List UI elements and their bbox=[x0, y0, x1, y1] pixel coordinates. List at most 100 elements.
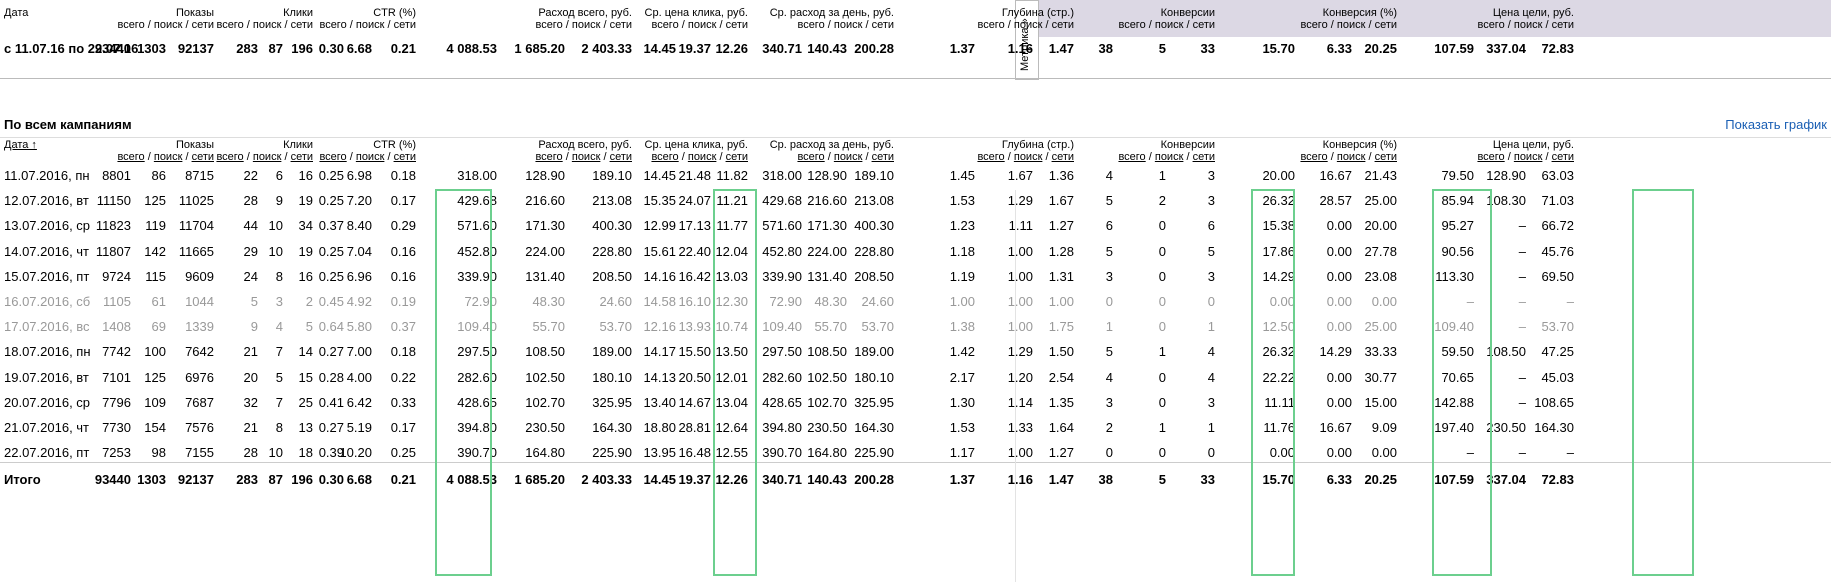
row-value: 0.25 bbox=[390, 445, 416, 461]
sort-link[interactable]: сети bbox=[1551, 151, 1574, 163]
column-subheader[interactable]: всего / поиск / сети bbox=[1477, 151, 1574, 163]
column-header-daily[interactable]: Ср. расход за день, руб. bbox=[769, 139, 894, 151]
column-header-conv[interactable]: Конверсии bbox=[1160, 139, 1215, 151]
column-header-daily[interactable]: Ср. расход за день, руб. bbox=[769, 7, 894, 19]
show-chart-link[interactable]: Показать график bbox=[1725, 117, 1827, 132]
sort-link[interactable]: всего bbox=[535, 151, 563, 163]
row-value: 11.11 bbox=[1264, 394, 1295, 410]
row-value: 3 bbox=[1105, 394, 1113, 410]
column-header-clicks[interactable]: Клики bbox=[283, 139, 313, 151]
row-value: 224.00 bbox=[525, 243, 565, 259]
column-subheader[interactable]: всего / поиск / сети bbox=[1300, 151, 1397, 163]
sort-link[interactable]: сети bbox=[725, 151, 748, 163]
column-subheader[interactable]: всего / поиск / сети bbox=[319, 151, 416, 163]
sort-link[interactable]: сети bbox=[1051, 151, 1074, 163]
column-header-cpc[interactable]: Ср. цена клика, руб. bbox=[644, 7, 748, 19]
column-subheader[interactable]: всего / поиск / сети bbox=[1118, 151, 1215, 163]
column-header-conv[interactable]: Конверсии bbox=[1160, 7, 1215, 19]
sort-link[interactable]: всего bbox=[797, 151, 825, 163]
row-value: 189.00 bbox=[592, 344, 632, 360]
column-header-spend[interactable]: Расход всего, руб. bbox=[538, 139, 632, 151]
sort-link[interactable]: поиск bbox=[571, 151, 601, 163]
row-value: 85.94 bbox=[1441, 193, 1474, 209]
sort-link[interactable]: поиск bbox=[355, 151, 385, 163]
summary-value: 1303 bbox=[137, 41, 166, 56]
date-sort-header[interactable]: Дата ↑ bbox=[4, 139, 37, 151]
sort-link[interactable]: поиск bbox=[1013, 151, 1043, 163]
metrika-toggle-button[interactable]: Метрика » bbox=[1015, 0, 1039, 80]
column-header-shows[interactable]: Показы bbox=[175, 7, 214, 19]
sort-link[interactable]: сети bbox=[609, 151, 632, 163]
sort-link[interactable]: сети bbox=[1374, 151, 1397, 163]
row-value: 571.60 bbox=[762, 218, 802, 234]
row-value: 0.25 bbox=[318, 193, 344, 209]
column-header-depth[interactable]: Глубина (стр.) bbox=[1001, 139, 1074, 151]
row-date: 15.07.2016, пт bbox=[4, 268, 90, 284]
total-value: 93440 bbox=[94, 472, 131, 487]
total-value: 4 088.53 bbox=[446, 472, 497, 487]
column-subheader: всего / поиск / сети bbox=[651, 19, 748, 31]
sort-link[interactable]: сети bbox=[191, 151, 214, 163]
sort-link[interactable]: поиск bbox=[1154, 151, 1184, 163]
row-value: 19 bbox=[298, 243, 313, 259]
column-subheader[interactable]: всего / поиск / сети bbox=[651, 151, 748, 163]
row-value: 25.00 bbox=[1364, 193, 1397, 209]
row-value: 8.40 bbox=[346, 218, 372, 234]
row-value: 128.90 bbox=[525, 168, 565, 183]
sort-link[interactable]: поиск bbox=[1336, 151, 1366, 163]
column-subheader[interactable]: всего / поиск / сети bbox=[797, 151, 894, 163]
column-subheader[interactable]: всего / поиск / сети bbox=[117, 151, 214, 163]
row-value: 1 bbox=[1207, 319, 1215, 335]
row-value: 72.90 bbox=[769, 294, 802, 309]
column-highlight bbox=[1632, 189, 1694, 576]
row-value: 7742 bbox=[102, 344, 131, 360]
sort-link[interactable]: всего bbox=[1477, 151, 1505, 163]
column-header-conv-pct[interactable]: Конверсия (%) bbox=[1322, 139, 1397, 151]
row-value: 1.75 bbox=[1048, 319, 1074, 335]
sort-link[interactable]: всего bbox=[977, 151, 1005, 163]
row-date: 14.07.2016, чт bbox=[4, 243, 90, 259]
column-subheader[interactable]: всего / поиск / сети bbox=[216, 151, 313, 163]
sort-link[interactable]: сети bbox=[393, 151, 416, 163]
row-value: 25 bbox=[298, 394, 313, 410]
column-header-ctr[interactable]: CTR (%) bbox=[373, 139, 416, 151]
sort-link[interactable]: сети bbox=[290, 151, 313, 163]
sort-link[interactable]: поиск bbox=[252, 151, 282, 163]
row-value: 0.22 bbox=[390, 369, 416, 385]
row-value: 125 bbox=[144, 369, 166, 385]
column-header-shows[interactable]: Показы bbox=[175, 139, 214, 151]
sort-link[interactable]: поиск bbox=[1513, 151, 1543, 163]
row-value: 16.10 bbox=[678, 294, 711, 309]
row-value: 0.27 bbox=[318, 420, 344, 435]
sort-link[interactable]: поиск bbox=[833, 151, 863, 163]
column-header-goal-price[interactable]: Цена цели, руб. bbox=[1492, 7, 1574, 19]
column-header-clicks[interactable]: Клики bbox=[283, 7, 313, 19]
sort-link[interactable]: всего bbox=[651, 151, 679, 163]
sort-link[interactable]: поиск bbox=[153, 151, 183, 163]
column-subheader[interactable]: всего / поиск / сети bbox=[977, 151, 1074, 163]
total-value: 337.04 bbox=[1486, 472, 1526, 487]
sort-link[interactable]: всего bbox=[1118, 151, 1146, 163]
sort-link[interactable]: всего bbox=[117, 151, 145, 163]
sort-link[interactable]: сети bbox=[1192, 151, 1215, 163]
row-value: 12.01 bbox=[715, 369, 748, 385]
column-subheader[interactable]: всего / поиск / сети bbox=[535, 151, 632, 163]
row-value: 24.60 bbox=[599, 294, 632, 309]
column-header-depth[interactable]: Глубина (стр.) bbox=[1001, 7, 1074, 19]
column-header-goal-price[interactable]: Цена цели, руб. bbox=[1492, 139, 1574, 151]
column-header-cpc[interactable]: Ср. цена клика, руб. bbox=[644, 139, 748, 151]
row-value: 22 bbox=[243, 168, 258, 183]
column-header-spend[interactable]: Расход всего, руб. bbox=[538, 7, 632, 19]
column-header-ctr[interactable]: CTR (%) bbox=[373, 7, 416, 19]
row-value: 1.31 bbox=[1048, 268, 1074, 284]
sort-link[interactable]: всего bbox=[1300, 151, 1328, 163]
sort-link[interactable]: поиск bbox=[687, 151, 717, 163]
row-value: 34 bbox=[298, 218, 313, 234]
row-value: 20.50 bbox=[678, 369, 711, 385]
sort-link[interactable]: сети bbox=[871, 151, 894, 163]
row-value: 428.65 bbox=[762, 394, 802, 410]
row-value: 1.00 bbox=[1007, 445, 1033, 461]
column-header-conv-pct[interactable]: Конверсия (%) bbox=[1322, 7, 1397, 19]
sort-link[interactable]: всего bbox=[216, 151, 244, 163]
sort-link[interactable]: всего bbox=[319, 151, 347, 163]
